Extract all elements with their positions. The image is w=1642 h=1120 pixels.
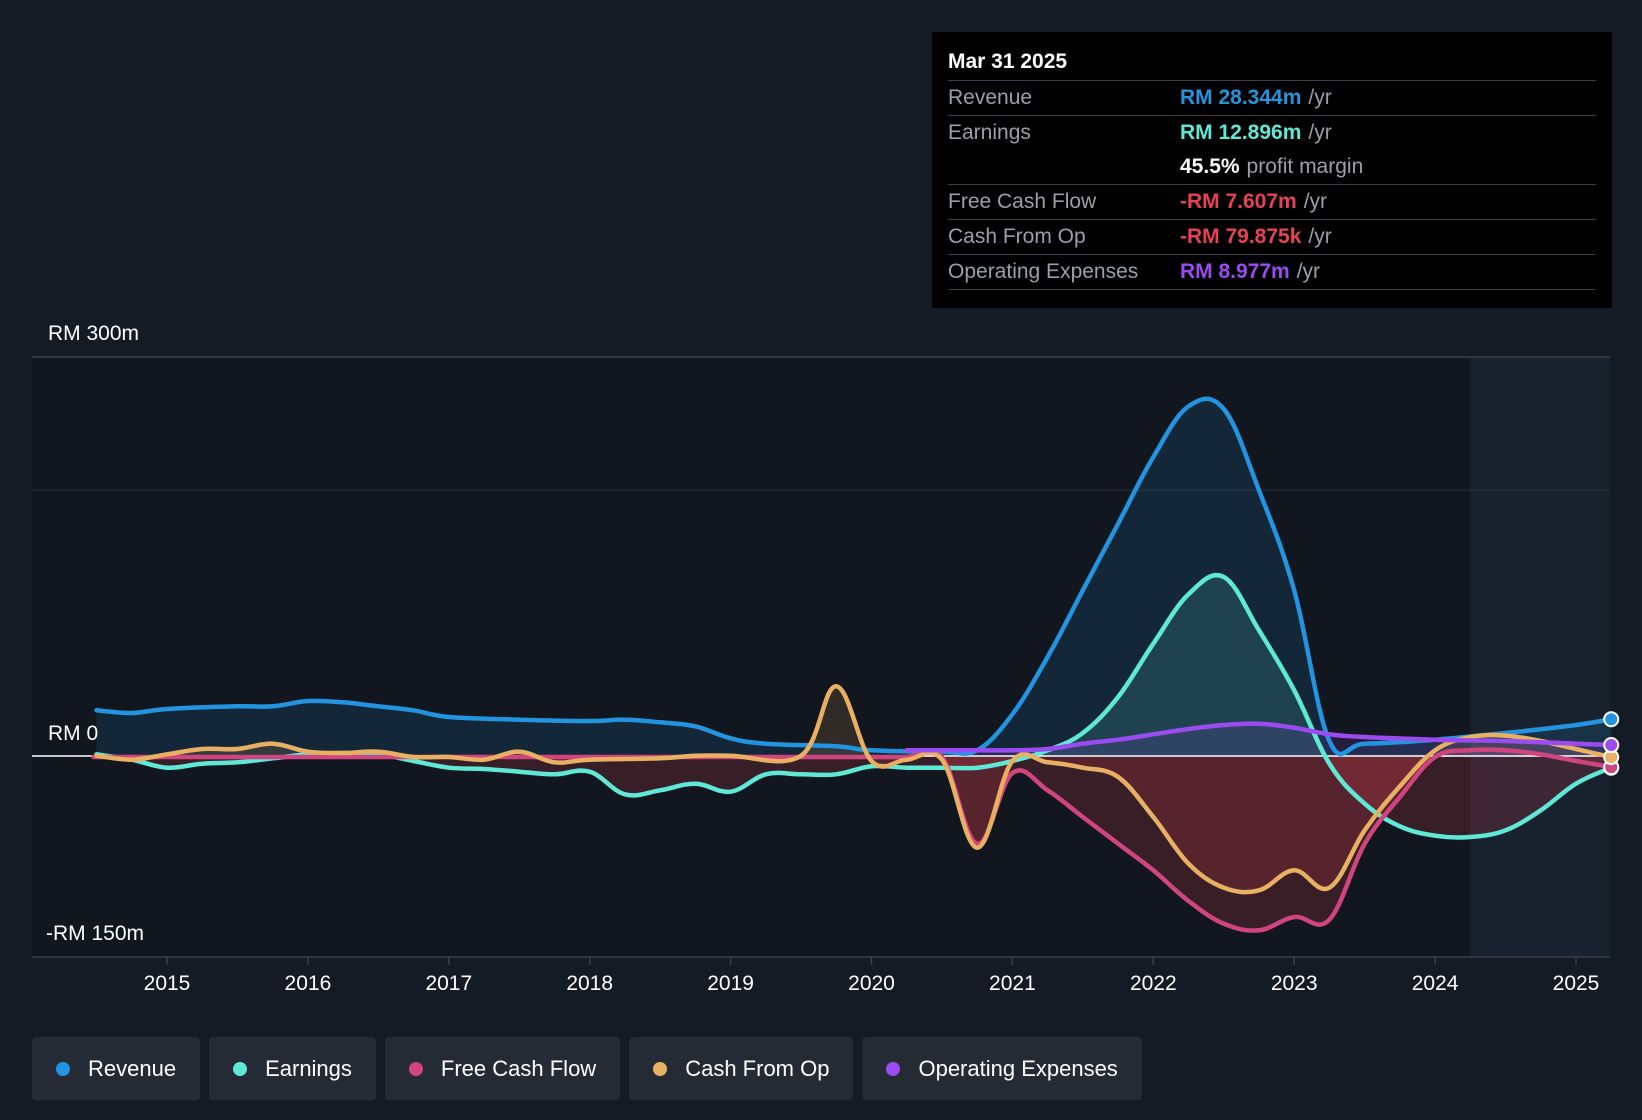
- x-tick-label: 2017: [425, 972, 472, 995]
- plot-background: [32, 357, 1610, 957]
- y-label-top: RM 300m: [48, 322, 139, 345]
- area-earnings-positive: [96, 575, 1325, 756]
- legend-dot-icon: [408, 1061, 423, 1076]
- series-line-revenue: [94, 396, 1614, 757]
- tooltip-unit: /yr: [1303, 190, 1328, 213]
- legend-dot-icon: [233, 1061, 248, 1076]
- tooltip-row-free-cash-flow: Free Cash Flow -RM 7.607m /yr: [948, 184, 1596, 219]
- endpoint-operating-expenses: [1603, 737, 1620, 754]
- legend-item-free-cash-flow[interactable]: Free Cash Flow: [384, 1037, 621, 1100]
- forecast-region: [1470, 357, 1610, 957]
- x-tick-label: 2018: [566, 972, 613, 995]
- tooltip-row-earnings: Earnings RM 12.896m /yr: [948, 115, 1596, 150]
- x-tick-label: 2015: [144, 972, 191, 995]
- tooltip-label: Free Cash Flow: [948, 190, 1097, 213]
- tooltip-value: RM 8.977m: [1180, 260, 1290, 283]
- tooltip-panel: Mar 31 2025 Revenue RM 28.344m /yr Earni…: [932, 32, 1612, 308]
- y-label-bottom: -RM 150m: [46, 922, 144, 945]
- tooltip-row-cash-from-op: Cash From Op -RM 79.875k /yr: [948, 219, 1596, 254]
- legend-label: Operating Expenses: [918, 1055, 1118, 1081]
- tooltip-label: Operating Expenses: [948, 260, 1139, 283]
- x-tick-label: 2025: [1553, 972, 1600, 995]
- series-line-cash-from-op: [94, 684, 1614, 895]
- y-label-zero: RM 0: [48, 722, 98, 745]
- tooltip-label: Revenue: [948, 86, 1033, 109]
- tooltip-label: Cash From Op: [948, 225, 1086, 248]
- tooltip-unit: /yr: [1308, 86, 1332, 109]
- legend-item-cash-from-op[interactable]: Cash From Op: [629, 1037, 854, 1100]
- x-tick-label: 2020: [848, 972, 895, 995]
- area-cash-from-op-positive: [96, 686, 1607, 756]
- tooltip-value: RM 12.896m: [1180, 121, 1302, 144]
- tooltip-unit: /yr: [1308, 225, 1332, 248]
- tooltip-label: Earnings: [948, 121, 1031, 144]
- area-revenue-positive: [96, 398, 1612, 756]
- tooltip-unit: profit margin: [1246, 155, 1364, 178]
- tooltip-value: 45.5%: [1180, 155, 1240, 178]
- legend-item-earnings[interactable]: Earnings: [209, 1037, 376, 1100]
- series-line-operating-expenses: [904, 721, 1614, 753]
- legend-dot-icon: [886, 1061, 901, 1076]
- legend-label: Free Cash Flow: [440, 1055, 597, 1081]
- area-earnings-negative: [96, 756, 1612, 838]
- tooltip-row-profit-margin: 45.5% profit margin: [948, 150, 1596, 184]
- legend-label: Revenue: [88, 1055, 177, 1081]
- legend: Revenue Earnings Free Cash Flow Cash Fro…: [32, 1037, 1151, 1100]
- legend-label: Earnings: [265, 1055, 352, 1081]
- tooltip-date: Mar 31 2025: [948, 50, 1068, 73]
- tooltip-value: -RM 79.875k: [1180, 225, 1302, 248]
- x-tick-label: 2022: [1130, 972, 1177, 995]
- x-tick-label: 2024: [1412, 972, 1459, 995]
- x-tick-label: 2021: [989, 972, 1036, 995]
- legend-item-operating-expenses[interactable]: Operating Expenses: [862, 1037, 1142, 1100]
- x-tick-label: 2019: [707, 972, 754, 995]
- tooltip-value: -RM 7.607m: [1180, 190, 1297, 213]
- area-free-cash-flow-negative: [93, 756, 1612, 931]
- tooltip-unit: /yr: [1296, 260, 1321, 283]
- legend-dot-icon: [653, 1061, 668, 1076]
- tooltip-unit: /yr: [1308, 121, 1332, 144]
- endpoint-revenue: [1603, 711, 1620, 728]
- x-tick-label: 2023: [1271, 972, 1318, 995]
- area-cash-from-op-negative: [96, 756, 1612, 893]
- legend-item-revenue[interactable]: Revenue: [32, 1037, 201, 1100]
- tooltip-value: RM 28.344m: [1180, 86, 1302, 109]
- x-tick-label: 2016: [285, 972, 332, 995]
- tooltip-row-operating-expenses: Operating Expenses RM 8.977m /yr: [948, 254, 1596, 290]
- tooltip-row-revenue: Revenue RM 28.344m /yr: [948, 80, 1596, 115]
- legend-label: Cash From Op: [685, 1055, 830, 1081]
- legend-dot-icon: [56, 1061, 70, 1076]
